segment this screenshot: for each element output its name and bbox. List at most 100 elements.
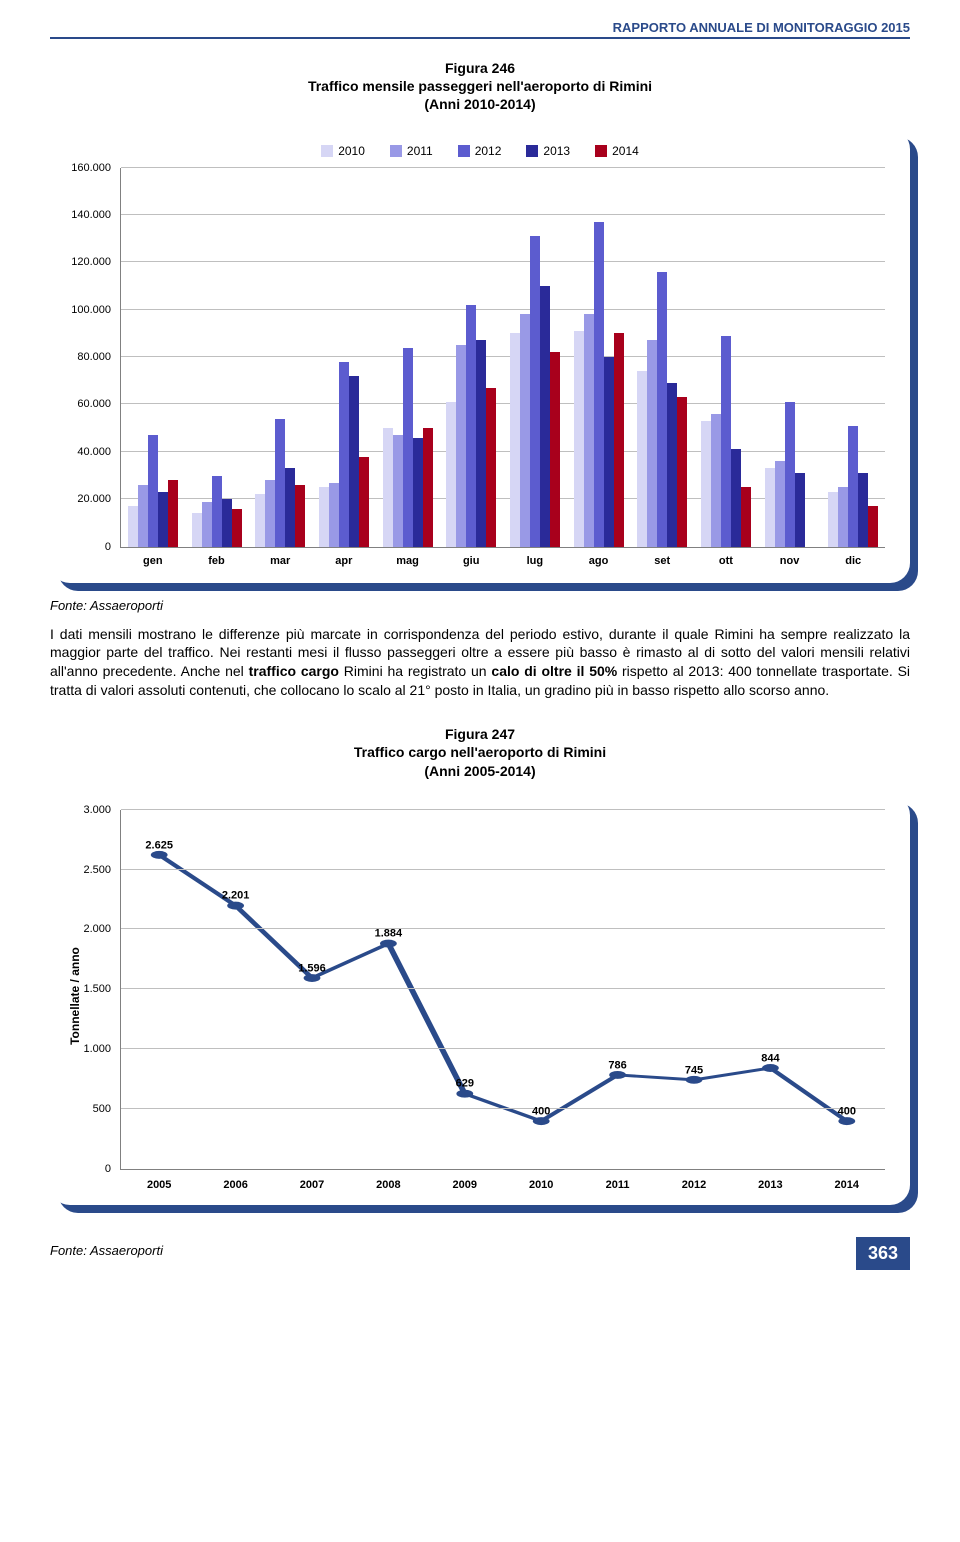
y-tick: 120.000 [71,256,111,268]
x-label: 2010 [529,1179,553,1191]
bar [466,305,476,547]
bar [158,492,168,546]
point-label: 400 [838,1105,856,1117]
month-label: nov [758,555,822,567]
point-label: 844 [761,1052,779,1064]
bar [285,468,295,546]
bar [329,483,339,547]
fig247-title-l1: Figura 247 [445,726,515,742]
point-label: 629 [456,1078,474,1090]
x-label: 2008 [376,1179,400,1191]
y-tick: 60.000 [77,398,111,410]
legend-swatch [595,145,607,157]
bar [584,314,594,546]
bar [383,428,393,546]
bar [222,499,232,546]
bar [128,506,138,546]
data-point [609,1071,626,1079]
source-fig246: Fonte: Assaeroporti [50,598,910,613]
x-label: 2011 [606,1179,630,1191]
month-group: dic [821,168,885,547]
bar [838,487,848,546]
x-label: 2005 [147,1179,171,1191]
bar [275,419,285,547]
bar [647,340,657,546]
y-tick: 80.000 [77,351,111,363]
month-label: mar [248,555,312,567]
point-label: 1.596 [298,962,326,974]
y-tick: 0 [105,541,111,553]
bar [359,457,369,547]
page-number: 363 [856,1237,910,1270]
bar [232,509,242,547]
fig246-legend: 2010 2011 2012 2013 2014 [65,144,895,158]
fig246-title-l3: (Anni 2010-2014) [424,96,535,112]
month-group: gen [121,168,185,547]
point-label: 2.201 [222,890,250,902]
month-label: giu [439,555,503,567]
y-tick: 1.000 [83,1043,111,1055]
bar [848,426,858,547]
legend-label: 2014 [612,144,639,158]
fig247-title-l3: (Anni 2005-2014) [424,763,535,779]
bar [574,331,584,547]
data-point [762,1064,779,1072]
y-tick: 2.500 [83,864,111,876]
x-label: 2012 [682,1179,706,1191]
data-point [304,974,321,982]
y-tick: 500 [93,1103,111,1115]
grid-line [121,869,885,870]
bar [476,340,486,546]
bar [456,345,466,546]
fig246-title-l2: Traffico mensile passeggeri nell'aeropor… [308,78,652,94]
month-label: mag [376,555,440,567]
data-point [686,1076,703,1084]
grid-line [121,988,885,989]
bar [339,362,349,547]
legend-item: 2012 [458,144,502,158]
bar [858,473,868,546]
legend-swatch [390,145,402,157]
month-label: dic [821,555,885,567]
y-tick: 20.000 [77,493,111,505]
point-label: 786 [608,1059,626,1071]
y-tick: 0 [105,1163,111,1175]
legend-swatch [321,145,333,157]
fig246-chart-frame: 2010 2011 2012 2013 2014 020.00040.00060.000… [50,129,910,583]
legend-item: 2013 [526,144,570,158]
bar [741,487,751,546]
y-tick: 100.000 [71,304,111,316]
data-point [380,939,397,947]
month-group: set [630,168,694,547]
month-group: nov [758,168,822,547]
legend-item: 2010 [321,144,365,158]
bar [168,480,178,546]
fig247-chart-frame: Tonnellate / anno 05001.0001.5002.0002.5… [50,795,910,1205]
month-group: mar [248,168,312,547]
y-tick: 2.000 [83,923,111,935]
bar [202,502,212,547]
y-tick: 3.000 [83,804,111,816]
bar [795,473,805,546]
bar [785,402,795,546]
bar [255,494,265,546]
bar [446,402,456,546]
source-fig247: Fonte: Assaeroporti [50,1243,163,1258]
bar [604,357,614,547]
legend-item: 2011 [390,144,433,158]
bar [530,236,540,546]
bar [677,397,687,546]
bar [520,314,530,546]
bar [775,461,785,546]
month-group: ott [694,168,758,547]
bar [828,492,838,546]
fig246-bar-chart: 020.00040.00060.00080.000100.000120.0001… [120,168,885,548]
bar [657,272,667,547]
bar [711,414,721,547]
data-point [456,1089,473,1097]
bar [550,352,560,546]
bar [413,438,423,547]
paragraph: I dati mensili mostrano le differenze pi… [50,625,910,701]
legend-swatch [526,145,538,157]
grid-line [121,809,885,810]
